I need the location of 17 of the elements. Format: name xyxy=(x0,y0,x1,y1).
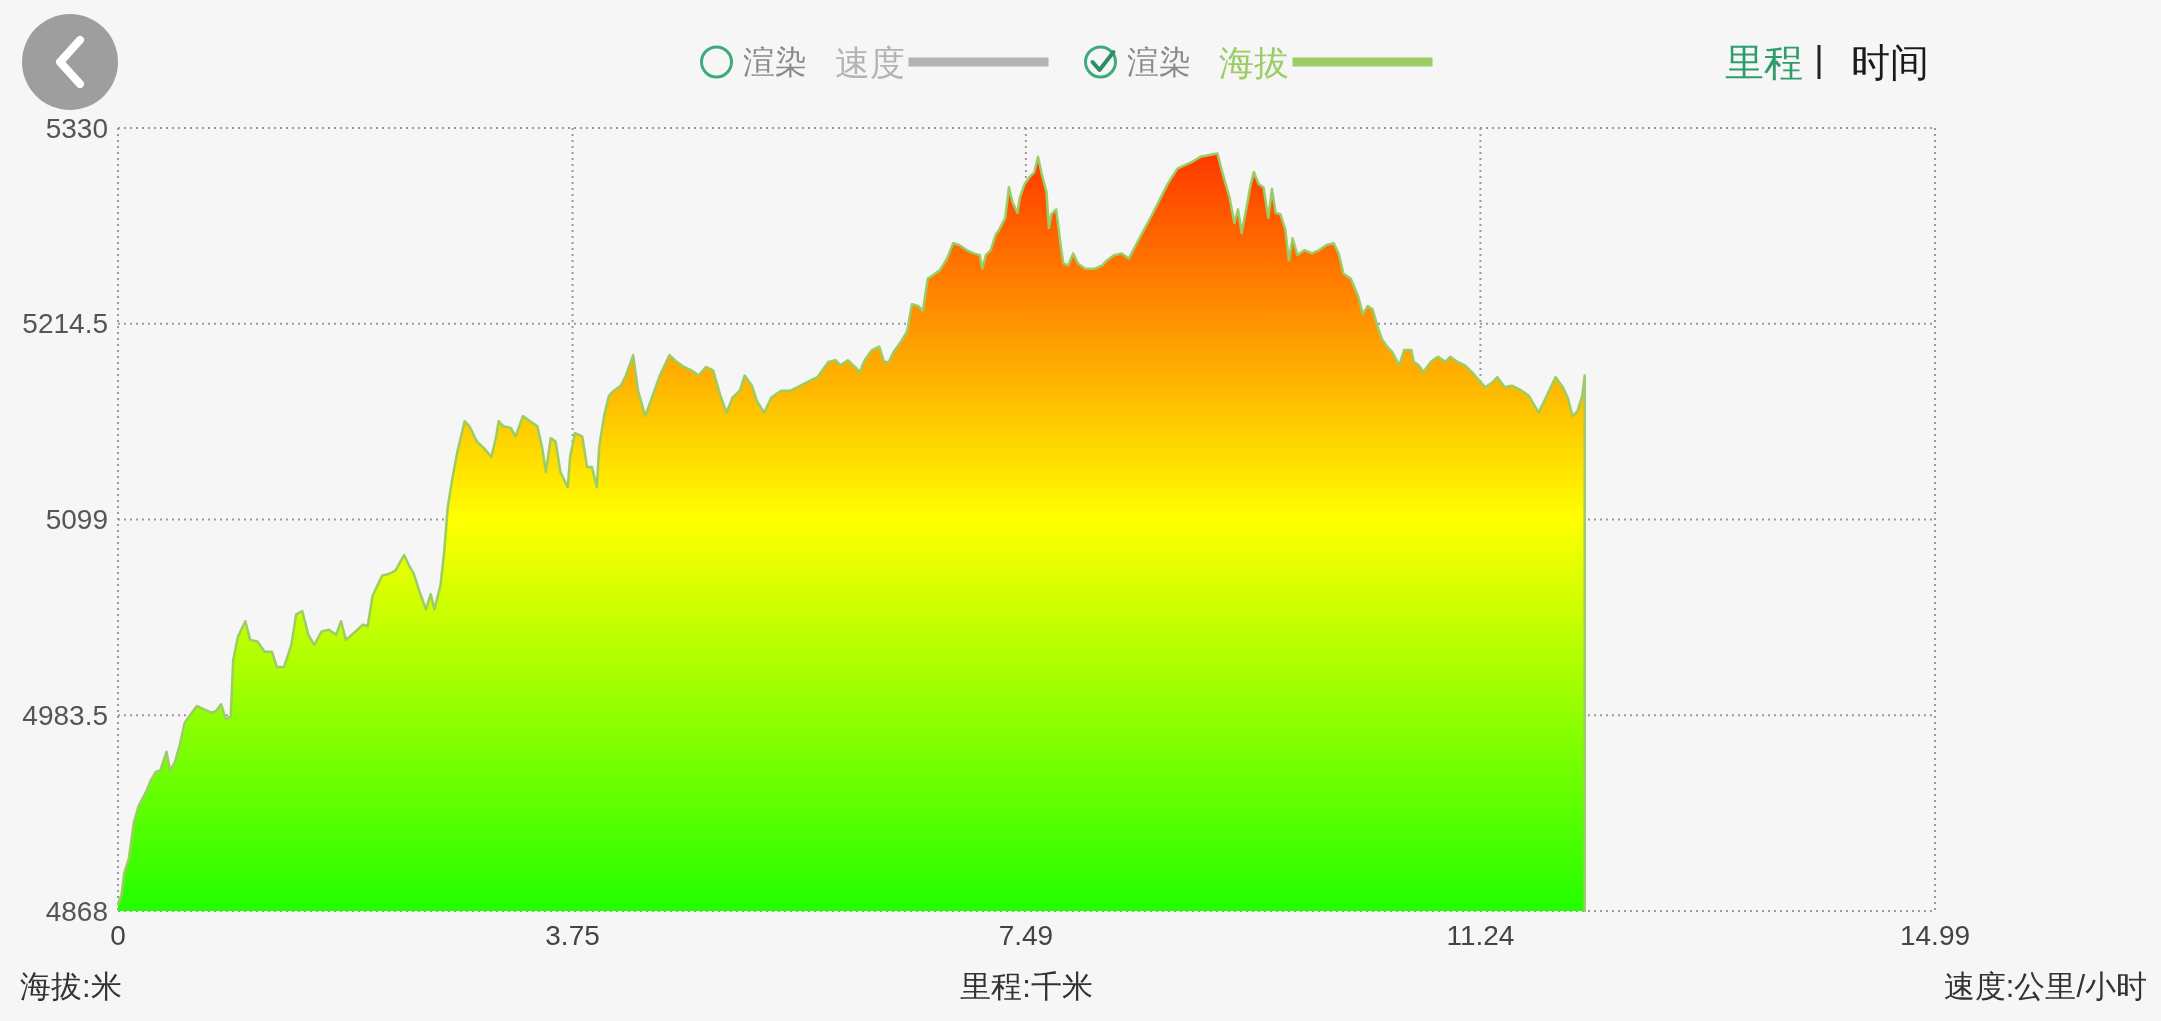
y-tick-label: 5214.5 xyxy=(22,308,108,340)
y2-axis-title: 速度:公里/小时 xyxy=(1943,969,2147,1004)
legend: 渲染 速度 渲染 海拔 xyxy=(700,42,1433,82)
x-tick-label: 14.99 xyxy=(1899,920,1971,951)
y-tick-label: 5330 xyxy=(45,112,108,144)
tabs: 里程 时间 xyxy=(1725,40,1929,84)
y-tick-label: 5099 xyxy=(45,504,108,535)
x-tick-label: 0 xyxy=(110,920,126,951)
y-axis-title: 海拔:米 xyxy=(20,969,122,1004)
y-tick-label: 4868 xyxy=(45,895,108,927)
x-axis-title: 里程:千米 xyxy=(960,969,1093,1004)
x-tick-label: 7.49 xyxy=(998,920,1054,951)
legend-label: 速度 xyxy=(834,42,905,82)
y-tick-label: 4983.5 xyxy=(22,699,108,731)
x-tick-label: 11.24 xyxy=(1446,920,1515,951)
legend-label: 海拔 xyxy=(1218,42,1289,82)
x-tick-label: 3.75 xyxy=(545,920,600,951)
